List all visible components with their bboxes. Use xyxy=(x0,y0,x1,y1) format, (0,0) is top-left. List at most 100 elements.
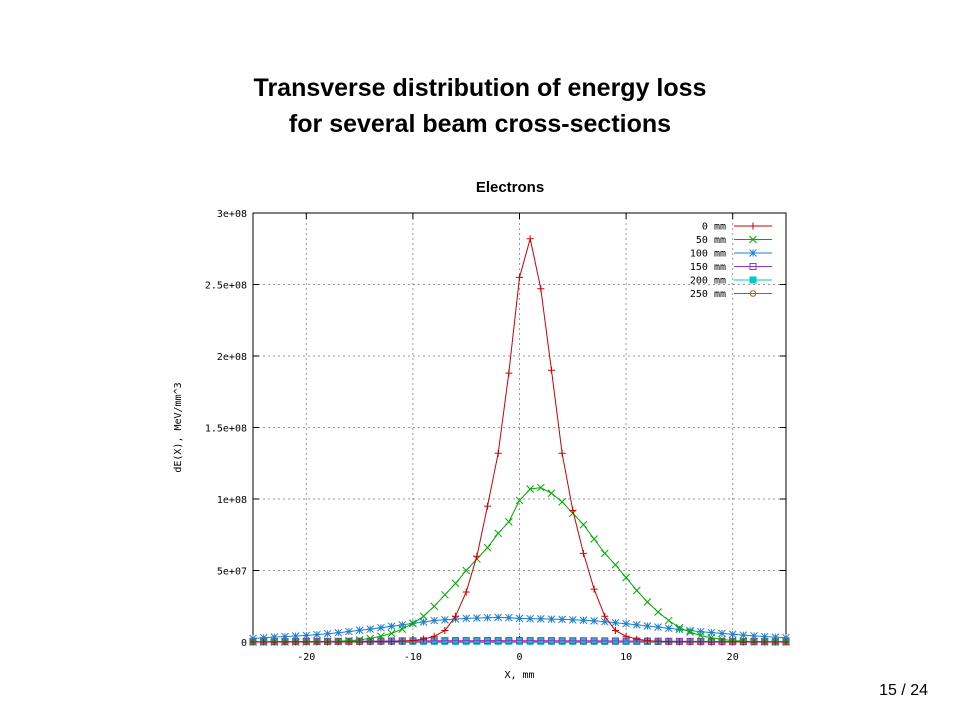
data-point xyxy=(462,588,470,596)
data-point xyxy=(505,637,513,645)
series-100-mm xyxy=(249,613,790,643)
data-point xyxy=(526,637,534,645)
legend-entry: 50 mm xyxy=(696,235,772,246)
data-point xyxy=(761,638,769,646)
data-point xyxy=(536,614,545,623)
data-point xyxy=(388,638,396,646)
data-point xyxy=(409,619,417,628)
data-point xyxy=(782,633,790,642)
data-point xyxy=(697,638,705,646)
series-0-mm xyxy=(249,235,790,646)
data-point xyxy=(611,627,619,635)
data-point xyxy=(398,625,407,633)
data-point xyxy=(633,635,641,643)
data-point xyxy=(590,616,598,625)
y-axis-label: dE(X), MeV/mm^3 xyxy=(173,382,184,472)
legend-label: 150 mm xyxy=(690,262,726,273)
legend-entry: 0 mm xyxy=(702,222,772,233)
data-point xyxy=(420,635,428,643)
y-tick-label: 2e+08 xyxy=(217,352,247,363)
data-point xyxy=(516,637,523,645)
data-point xyxy=(771,638,779,646)
data-point xyxy=(718,629,726,638)
data-point xyxy=(611,637,619,645)
data-point xyxy=(622,619,630,628)
data-point xyxy=(483,543,492,552)
slide-title: Transverse distribution of energy loss f… xyxy=(0,70,960,142)
data-point xyxy=(334,628,343,637)
data-point xyxy=(590,585,598,593)
data-point xyxy=(483,613,492,622)
data-point xyxy=(664,616,673,625)
data-point xyxy=(601,637,609,645)
data-point xyxy=(387,629,396,638)
data-point xyxy=(334,638,342,646)
data-point xyxy=(643,622,652,630)
data-point xyxy=(441,615,449,624)
data-point xyxy=(366,638,374,646)
y-tick-label: 1e+08 xyxy=(217,495,247,506)
data-point xyxy=(462,637,470,645)
data-point xyxy=(259,633,268,642)
x-tick-label: -20 xyxy=(297,652,315,663)
legend-label: 50 mm xyxy=(696,235,726,246)
data-point xyxy=(686,638,694,646)
data-point xyxy=(750,638,758,646)
data-point xyxy=(632,586,641,595)
legend-entry: 200 mm xyxy=(690,276,772,287)
data-point xyxy=(377,623,385,632)
data-point xyxy=(419,612,428,621)
data-point xyxy=(526,485,535,493)
data-point xyxy=(537,285,545,293)
data-point xyxy=(579,520,588,529)
y-tick-label: 5e+07 xyxy=(217,567,247,578)
data-point xyxy=(377,632,385,641)
data-point xyxy=(452,637,460,645)
data-point xyxy=(579,637,587,645)
y-tick-label: 1.5e+08 xyxy=(205,424,247,435)
legend-label: 100 mm xyxy=(690,249,726,260)
data-point xyxy=(611,560,620,569)
x-tick-label: 20 xyxy=(727,652,739,663)
data-point xyxy=(536,483,545,492)
data-point xyxy=(526,235,534,243)
data-point xyxy=(324,638,332,646)
page-number: 15 / 24 xyxy=(879,682,928,699)
data-point xyxy=(494,449,502,457)
data-point xyxy=(696,627,705,636)
series-group xyxy=(249,235,790,646)
data-point xyxy=(473,552,481,560)
data-point xyxy=(387,622,396,631)
data-point xyxy=(537,637,545,645)
legend-entry: 250 mm xyxy=(690,289,772,300)
data-point xyxy=(441,627,449,635)
data-point xyxy=(281,638,289,646)
data-point xyxy=(547,637,555,645)
data-point xyxy=(516,273,523,281)
data-point xyxy=(441,590,449,599)
data-point xyxy=(484,502,492,510)
data-point xyxy=(686,626,694,635)
data-point xyxy=(782,638,790,646)
data-point xyxy=(452,612,460,620)
data-point xyxy=(718,638,726,646)
data-point xyxy=(568,615,577,624)
data-point xyxy=(622,573,630,582)
data-point xyxy=(302,638,310,646)
data-point xyxy=(622,632,630,640)
y-tick-label: 2.5e+08 xyxy=(205,281,247,292)
data-point xyxy=(760,632,769,641)
data-point xyxy=(504,518,513,526)
legend-marker xyxy=(749,263,757,270)
slide-title-line-1: Transverse distribution of energy loss xyxy=(253,74,707,102)
data-point xyxy=(558,498,566,506)
data-point xyxy=(654,623,662,631)
data-point xyxy=(600,549,609,558)
data-point xyxy=(611,618,620,627)
data-point xyxy=(494,613,503,622)
data-point xyxy=(494,529,503,538)
data-point xyxy=(632,620,641,629)
data-point xyxy=(515,496,524,505)
data-point xyxy=(728,630,737,639)
